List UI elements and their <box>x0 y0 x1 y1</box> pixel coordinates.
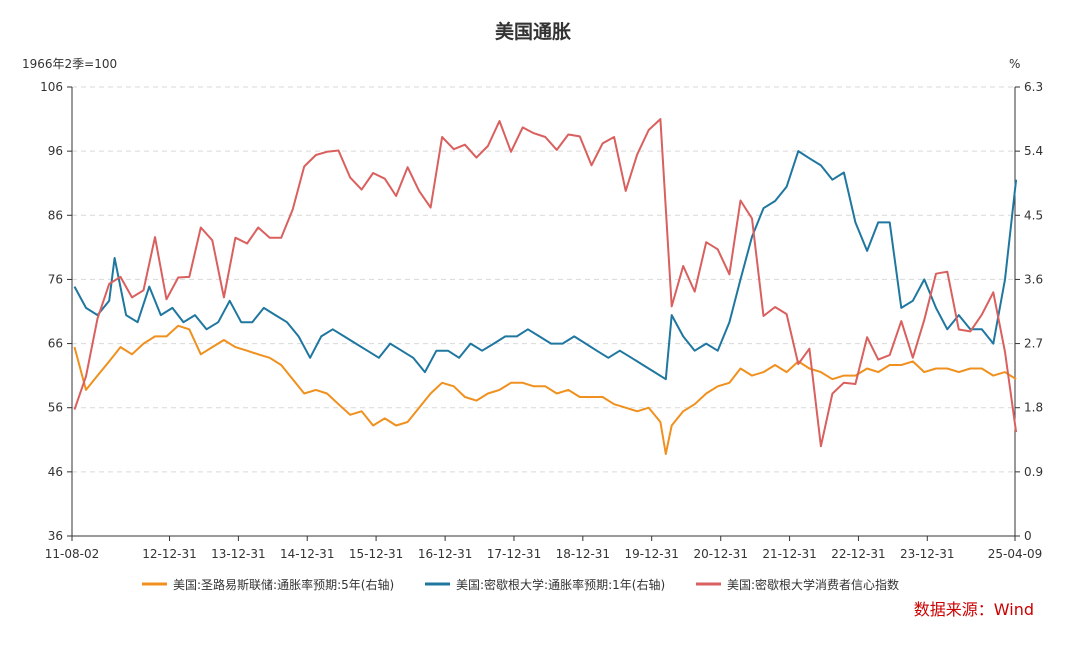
right-tick-label: 1.8 <box>1024 401 1043 415</box>
x-tick-label: 13-12-31 <box>211 547 265 561</box>
right-tick-label: 5.4 <box>1024 144 1043 158</box>
right-tick-label: 4.5 <box>1024 208 1043 222</box>
x-tick-label: 14-12-31 <box>280 547 334 561</box>
legend-label: 美国:圣路易斯联储:通胀率预期:5年(右轴) <box>173 577 394 592</box>
left-tick-label: 66 <box>48 337 63 351</box>
x-tick-label: 23-12-31 <box>900 547 954 561</box>
x-tick-label: 17-12-31 <box>487 547 541 561</box>
left-tick-label: 56 <box>48 401 63 415</box>
right-tick-label: 6.3 <box>1024 80 1043 94</box>
legend-label: 美国:密歇根大学消费者信心指数 <box>727 577 899 592</box>
x-tick-label: 22-12-31 <box>831 547 885 561</box>
gridlines <box>72 86 1015 473</box>
x-tick-label: 15-12-31 <box>349 547 403 561</box>
x-tick-label: 12-12-31 <box>142 547 196 561</box>
x-tick-label: 25-04-09 <box>988 547 1042 561</box>
legend[interactable]: 美国:圣路易斯联储:通胀率预期:5年(右轴) 美国:密歇根大学:通胀率预期:1年(… <box>142 577 899 592</box>
left-tick-label: 86 <box>48 208 63 222</box>
x-tick-label: 16-12-31 <box>418 547 472 561</box>
chart-title: 美国通胀 <box>495 20 571 43</box>
left-tick-label: 36 <box>48 529 63 543</box>
x-tick-label: 11-08-02 <box>45 547 99 561</box>
right-tick-label: 0.9 <box>1024 465 1043 479</box>
left-tick-label: 106 <box>40 80 63 94</box>
x-tick-label: 21-12-31 <box>762 547 816 561</box>
series-lines <box>73 118 1018 455</box>
x-tick-label: 20-12-31 <box>693 547 747 561</box>
x-tick-label: 18-12-31 <box>556 547 610 561</box>
right-axis-unit: % <box>1009 57 1020 71</box>
right-tick-label: 0 <box>1024 529 1032 543</box>
legend-label: 美国:密歇根大学:通胀率预期:1年(右轴) <box>456 577 665 592</box>
series-line-1 <box>73 150 1018 381</box>
right-tick-label: 3.6 <box>1024 272 1043 286</box>
x-tick-label: 19-12-31 <box>624 547 678 561</box>
left-tick-label: 76 <box>48 272 63 286</box>
series-line-2 <box>73 118 1018 448</box>
axes: 106 6.3 96 5.4 86 4.5 76 3.6 66 2.7 56 1.8 46 0.9 36 0 1… <box>40 80 1043 561</box>
data-source-note: 数据来源：Wind <box>914 600 1034 619</box>
left-tick-label: 96 <box>48 144 63 158</box>
right-tick-label: 2.7 <box>1024 337 1043 351</box>
left-axis-unit: 1966年2季=100 <box>22 57 117 71</box>
series-line-0 <box>73 324 1017 455</box>
left-tick-label: 46 <box>48 465 63 479</box>
